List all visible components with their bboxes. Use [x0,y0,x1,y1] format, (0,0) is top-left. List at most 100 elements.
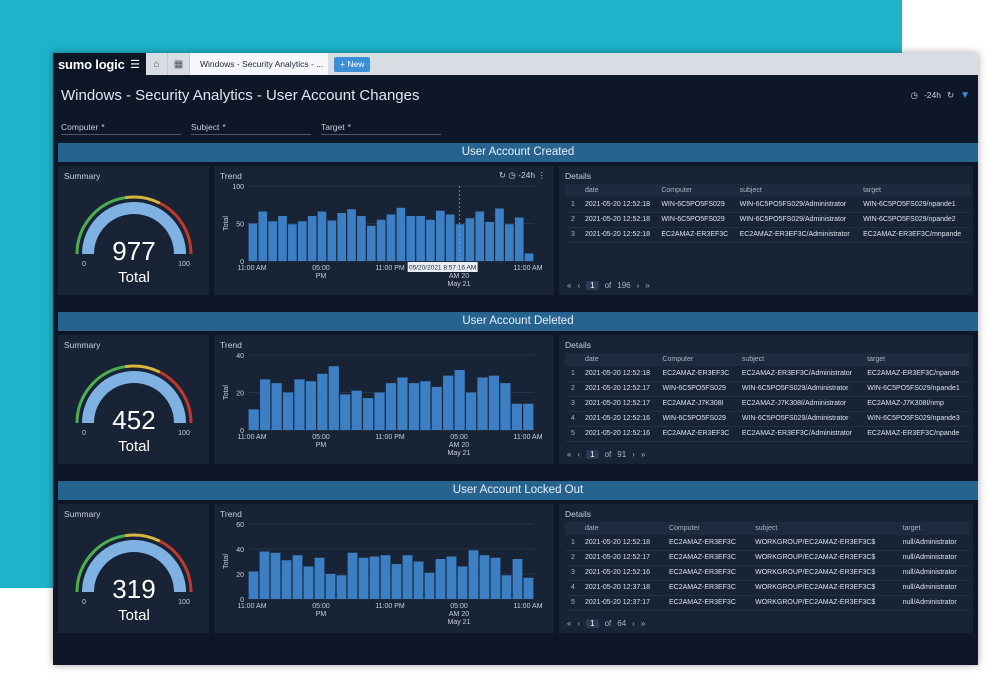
column-header[interactable]: Computer [658,353,738,366]
table-cell: 2021-05-20 12:52:16 [581,565,665,581]
table-cell: EC2AMAZ-ER3EF3C [664,535,752,551]
x-tick-label: 11:00 AM [513,434,542,441]
gauge-fill [82,540,186,593]
table-row[interactable]: 4 2021-05-20 12:37:18 EC2AMAZ-ER3EF3C WORKG… [565,580,970,596]
refresh-icon[interactable]: ↻ [498,170,509,180]
page-title: Windows - Security Analytics - User Acco… [61,86,420,104]
y-tick-label: 0 [240,259,244,266]
gauge-max-label: 100 [178,261,190,268]
table-row[interactable]: 2 2021-05-20 12:52:18 WIN-6C5PO5FS029 WIN-6… [565,212,970,228]
column-header[interactable]: Computer [664,522,752,535]
column-header[interactable]: subject [735,184,860,197]
column-header[interactable]: date [581,353,659,366]
column-header[interactable]: date [581,184,658,197]
table-cell: 2021-05-20 12:52:16 [581,426,659,442]
clock-icon[interactable]: ◷ [910,89,918,100]
x-tick-label: 05:00 PM [312,265,330,280]
filter-target[interactable]: Target * [321,122,441,135]
prev-page-icon[interactable]: ‹ [577,450,581,459]
trend-bar [327,220,337,261]
row-index: 3 [565,227,581,243]
summary-panel: Summary 0 100 319 Total [58,504,209,633]
last-page-icon[interactable]: » [640,450,646,459]
table-cell: null/Administrator [898,595,970,611]
trend-bar [477,377,488,430]
trend-time-range[interactable]: -24h [518,170,536,180]
prev-page-icon[interactable]: ‹ [577,619,581,628]
first-page-icon[interactable]: « [567,619,572,628]
trend-bar [374,392,385,430]
filter-icon[interactable]: ▼ [960,89,970,101]
filter-computer[interactable]: Computer * [61,122,181,135]
app-window: sumo logic ☰ ⌂ ▦ Windows - Security Anal… [53,53,978,665]
prev-page-icon[interactable]: ‹ [577,281,581,290]
table-row[interactable]: 3 2021-05-20 12:52:18 EC2AMAZ-ER3EF3C EC2AM… [565,227,970,243]
table-row[interactable]: 5 2021-05-20 12:37:17 EC2AMAZ-ER3EF3C WORKG… [565,595,970,611]
x-tick-label: 05:00 PM [312,603,330,618]
new-tab-button[interactable]: + New [334,56,371,72]
table-cell: EC2AMAZ-ER3EF3C/Administrator [737,426,864,442]
last-page-icon[interactable]: » [640,619,646,628]
column-header[interactable]: subject [737,353,864,366]
next-page-icon[interactable]: › [632,619,635,628]
first-page-icon[interactable]: « [567,450,572,459]
table-row[interactable]: 2 2021-05-20 12:52:17 EC2AMAZ-ER3EF3C WORKG… [565,550,970,566]
table-cell: 2021-05-20 12:52:18 [581,366,659,382]
table-cell: EC2AMAZ-ER3EF3C [664,580,752,596]
filter-subject[interactable]: Subject * [191,122,311,135]
trend-bar [524,253,534,261]
column-header[interactable]: Computer [657,184,736,197]
table-row[interactable]: 1 2021-05-20 12:52:18 WIN-6C5PO5FS029 WIN-6… [565,197,970,213]
table-row[interactable]: 5 2021-05-20 12:52:16 EC2AMAZ-ER3EF3C EC2AM… [565,426,970,442]
menu-icon[interactable]: ☰ [130,58,140,71]
trend-bar [523,403,534,430]
first-page-icon[interactable]: « [567,281,572,290]
column-header[interactable] [565,522,581,535]
table-row[interactable]: 1 2021-05-20 12:52:18 EC2AMAZ-ER3EF3C WORKG… [565,535,970,551]
column-header[interactable] [565,184,581,197]
table-header-row: date Computer subject target [565,184,970,197]
tooltip-text: 05/20/2021 8:57:16 AM [409,265,476,272]
table-row[interactable]: 3 2021-05-20 12:52:16 EC2AMAZ-ER3EF3C WORKG… [565,565,970,581]
trend-bar [258,211,268,261]
folder-icon[interactable]: ▦ [168,53,190,75]
column-header[interactable]: date [581,522,665,535]
trend-bar [347,209,356,261]
y-tick-label: 0 [240,597,244,604]
trend-bar [305,381,317,430]
home-icon[interactable]: ⌂ [146,53,168,75]
table-row[interactable]: 2 2021-05-20 12:52:17 WIN-6C5PO5FS029 WIN-6… [565,381,970,397]
page-of-label: of [604,619,612,628]
column-header[interactable]: target [859,184,970,197]
trend-bar [446,556,457,599]
last-page-icon[interactable]: » [645,281,650,290]
row-index: 4 [565,411,581,427]
trend-bar [455,224,465,261]
y-tick-label: 100 [232,184,244,191]
more-icon[interactable]: ⋮ [535,170,546,180]
next-page-icon[interactable]: › [632,450,635,459]
current-page[interactable]: 1 [586,450,599,459]
table-row[interactable]: 4 2021-05-20 12:52:16 WIN-6C5PO5FS029 WIN-6… [565,411,970,427]
table-cell: WIN-6C5PO5FS029 [658,411,738,427]
column-header[interactable] [565,353,581,366]
current-page[interactable]: 1 [586,619,599,628]
next-page-icon[interactable]: › [636,281,640,290]
time-range[interactable]: -24h [923,90,941,100]
trend-bar [369,556,380,599]
trend-chart: 0 20 40 60 Total 11:00 AM 05:00 PM 11:00 PM 05:00… [223,522,543,626]
column-header[interactable]: target [898,522,970,535]
refresh-icon[interactable]: ↻ [946,89,955,100]
table-row[interactable]: 3 2021-05-20 12:52:17 EC2AMAZ-J7K308I EC2AM… [565,396,970,412]
column-header[interactable]: subject [751,522,899,535]
table-cell: EC2AMAZ-ER3EF3C [657,227,736,243]
column-header[interactable]: target [863,353,970,366]
clock-icon[interactable]: ◷ [508,170,519,180]
table-cell: 2021-05-20 12:52:18 [581,212,658,228]
table-row[interactable]: 1 2021-05-20 12:52:18 EC2AMAZ-ER3EF3C EC2AM… [565,366,970,382]
trend-bar [307,216,317,261]
current-page[interactable]: 1 [586,281,599,290]
tab-dashboard[interactable]: Windows - Security Analytics - ... [190,53,328,75]
top-bar: sumo logic ☰ ⌂ ▦ Windows - Security Anal… [53,53,978,75]
total-pages: 91 [617,450,627,459]
